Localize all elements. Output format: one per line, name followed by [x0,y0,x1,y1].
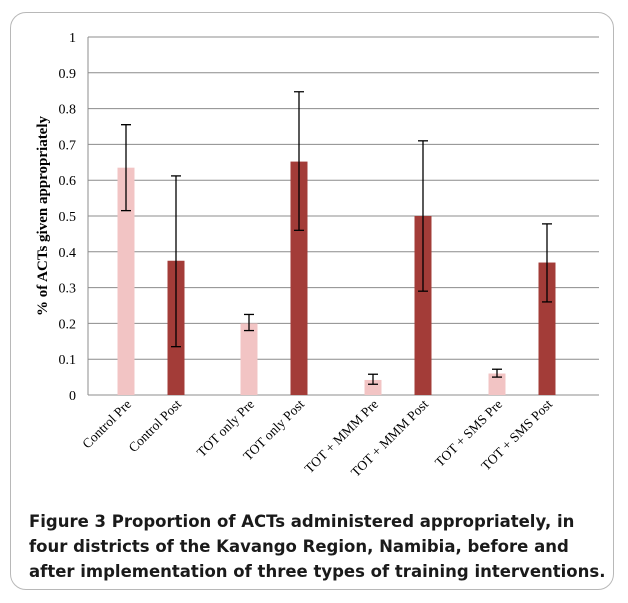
x-tick-label: Control Post [126,396,185,455]
bar [117,167,135,395]
y-tick-label: 0.3 [59,282,77,297]
bar [240,323,258,395]
caption-text: Proportion of ACTs administered appropri… [29,512,606,581]
caption-label: Figure 3 [29,512,107,531]
y-tick-label: 0.8 [59,103,77,118]
y-tick-label: 1 [69,31,76,46]
y-tick-label: 0.9 [59,67,77,82]
y-tick-label: 0.5 [59,210,77,225]
bar-chart: 0 0.1 0.2 0.3 0.4 0.5 0.6 0.7 0.8 0.9 1 % of ACTs g… [35,31,599,480]
bar [488,373,506,395]
y-tick-label: 0.4 [59,246,77,261]
y-tick-label: 0.7 [59,138,77,153]
bar [414,216,432,395]
bar [538,262,556,395]
figure-caption: Figure 3 Proportion of ACTs administered… [29,509,613,584]
y-tick-label: 0.1 [59,353,77,368]
y-axis-label: % of ACTs given appropriately [35,115,51,316]
y-tick-label: 0 [69,389,76,404]
figure-frame: 0 0.1 0.2 0.3 0.4 0.5 0.6 0.7 0.8 0.9 1 % of ACTs g… [10,12,614,590]
bar [290,161,308,395]
y-tick-label: 0.2 [59,317,77,332]
y-tick-label: 0.6 [59,174,77,189]
